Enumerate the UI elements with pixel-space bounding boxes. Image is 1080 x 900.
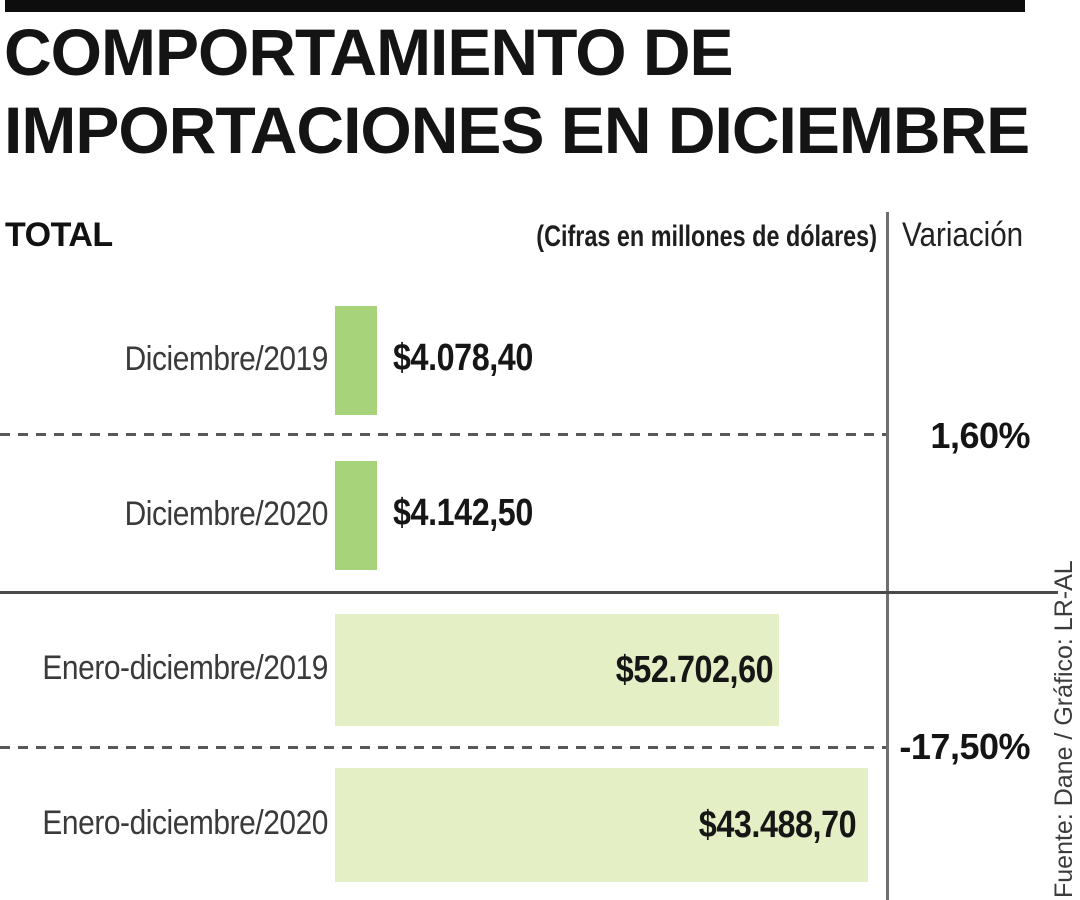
bar-value-enero-diciembre-2020: $43.488,70 [698, 803, 857, 846]
bar-label-diciembre-2019: Diciembre/2019 [124, 340, 329, 378]
bar-enero-diciembre-2020: $43.488,70 [335, 768, 868, 882]
bar-value-enero-diciembre-2019: $52.702,60 [615, 648, 774, 691]
bar-value-diciembre-2020: $4.142,50 [393, 492, 533, 534]
variation-column-header: Variación [902, 216, 1024, 254]
units-note: (Cifras en millones de dólares) [536, 220, 877, 253]
dashed-separator-1 [0, 433, 886, 436]
bar-diciembre-2020 [335, 461, 377, 570]
page-title-line2: IMPORTACIONES EN DICIEMBRE [4, 93, 1030, 167]
bar-enero-diciembre-2019: $52.702,60 [335, 614, 779, 726]
page-title-line1: COMPORTAMIENTO DE [4, 15, 734, 89]
variation-value-diciembre: 1,60% [930, 415, 1030, 456]
dashed-separator-2 [0, 746, 886, 749]
variation-value-enero-diciembre: -17,50% [899, 726, 1030, 767]
top-rule [5, 0, 1025, 12]
bar-label-enero-diciembre-2019: Enero-diciembre/2019 [42, 649, 329, 687]
bar-label-diciembre-2020: Diciembre/2020 [124, 495, 329, 533]
bar-diciembre-2019 [335, 306, 377, 415]
source-credit: Fuente: Dane / Gráfico: LR-AL [1050, 560, 1078, 898]
variation-divider-line [886, 212, 889, 900]
solid-separator [0, 591, 1058, 594]
bar-value-diciembre-2019: $4.078,40 [393, 337, 533, 379]
bar-label-enero-diciembre-2020: Enero-diciembre/2020 [42, 804, 329, 842]
page-title: COMPORTAMIENTO DE IMPORTACIONES EN DICIE… [4, 13, 1074, 169]
total-label: TOTAL [5, 216, 113, 254]
